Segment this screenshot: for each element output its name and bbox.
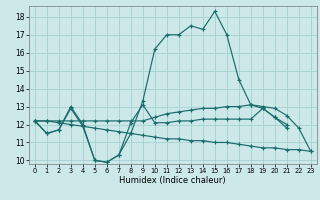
X-axis label: Humidex (Indice chaleur): Humidex (Indice chaleur) <box>119 176 226 185</box>
